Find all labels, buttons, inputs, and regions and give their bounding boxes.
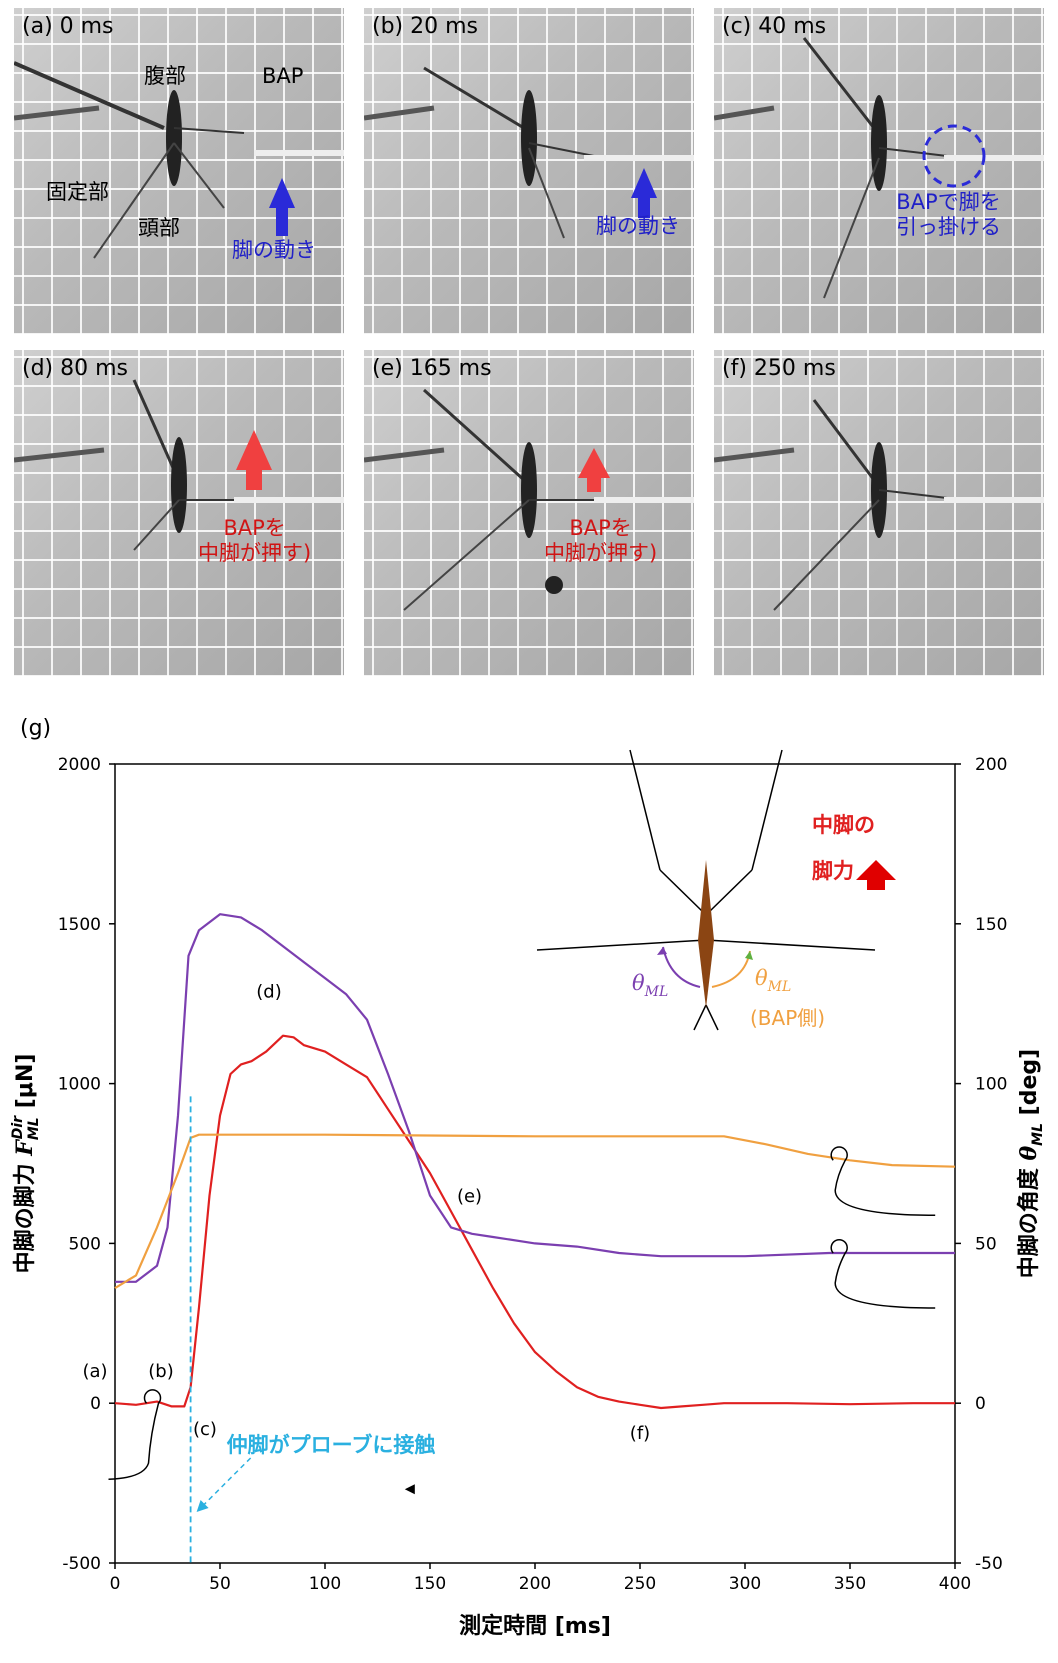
y-left-tick-label: 1500	[58, 915, 101, 935]
panel-label: (a) 0 ms	[22, 14, 114, 39]
right-axis-leader-bap	[830, 1146, 936, 1217]
y-left-tick-label: 2000	[58, 755, 101, 775]
insect-image	[364, 388, 694, 611]
photo-panel-e: (e) 165 ms BAPを 中脚が押す)	[364, 350, 694, 676]
x-tick-label: 0	[110, 1574, 121, 1594]
inset-force-label-line1: 中脚の	[812, 813, 875, 837]
inset-theta-right: θML	[755, 966, 791, 995]
inset-theta-sub: ML	[644, 984, 669, 1000]
x-axis-title: 測定時間 [ms]	[459, 1613, 611, 1639]
x-tick-label: 200	[519, 1574, 551, 1594]
panel-label: (d) 80 ms	[22, 356, 129, 381]
y-right-title-symbol: θ	[1016, 1146, 1042, 1161]
y-right-axis-title: 中脚の角度 θML [deg]	[1016, 1049, 1046, 1278]
inset-body	[698, 860, 714, 1008]
contact-arrowhead	[196, 1500, 209, 1512]
leg-motion-label: 脚の動き	[232, 238, 316, 262]
point-label: (a)	[82, 1361, 107, 1382]
series-line-angle	[115, 913, 955, 1283]
inset-bap-side-label: (BAP側)	[750, 1006, 825, 1030]
push-label-line2: 中脚が押す)	[198, 541, 312, 566]
y-left-title-symbol: F	[12, 1139, 38, 1157]
panel-label: (c) 40 ms	[722, 14, 827, 39]
push-label: BAPを 中脚が押す)	[544, 516, 657, 566]
abdomen-label: 腹部	[144, 64, 186, 88]
y-left-title-unit: [μN]	[13, 1054, 38, 1116]
point-label: (d)	[256, 982, 281, 1003]
insect-image	[364, 66, 694, 239]
inset-theta-symbol: θ	[632, 971, 645, 995]
y-left-title-sub: ML	[26, 1117, 42, 1140]
y-right-tick-label: 100	[975, 1075, 1007, 1095]
y-left-tick-label: 500	[69, 1234, 101, 1254]
fixed-part-label: 固定部	[46, 180, 109, 204]
point-label: (c)	[193, 1419, 217, 1440]
left-axis-leader	[108, 1389, 162, 1480]
force-angle-chart: 0 50 100 150 200 250 300 350 400-500050010001500…	[10, 749, 1046, 1639]
panel-label: (b) 20 ms	[372, 14, 479, 39]
leg-motion-label: 脚の動き	[596, 214, 680, 238]
photo-panel-d: (d) 80 ms BAPを 中脚が押す)	[14, 350, 344, 676]
x-tick-label: 350	[834, 1574, 866, 1594]
x-tick-label: 300	[729, 1574, 761, 1594]
series-layer	[114, 913, 956, 1563]
inset-force-label-line2: 脚力	[812, 859, 854, 883]
push-label-line1: BAPを	[223, 516, 286, 540]
label-layer: 仲脚がプローブに接触 (a) (b) (c) (d) (e) (f)	[82, 982, 936, 1495]
photo-panel-c: (c) 40 ms BAPで脚を 引っ掛ける	[714, 8, 1044, 334]
y-right-title-sub: ML	[1030, 1123, 1046, 1146]
x-tick-label: 100	[309, 1574, 341, 1594]
figure-label: (g)	[20, 716, 52, 741]
insect-image	[14, 61, 344, 259]
y-left-tick-label: 0	[90, 1394, 101, 1414]
series-line-angle_bap	[114, 1133, 956, 1290]
insect-image	[714, 399, 1044, 611]
x-tick-label: 400	[939, 1574, 971, 1594]
y-right-title-unit: [deg]	[1017, 1049, 1042, 1123]
point-label: (e)	[457, 1186, 482, 1207]
push-label-line2: 中脚が押す)	[544, 541, 658, 566]
axes: 0 50 100 150 200 250 300 350 400-500050010001500…	[10, 755, 1046, 1639]
push-label-line1: BAPを	[569, 516, 632, 540]
push-label: BAPを 中脚が押す)	[198, 516, 311, 566]
hook-label: BAPで脚を 引っ掛ける	[896, 190, 1001, 240]
contact-pointer	[198, 1457, 252, 1511]
insect-image	[14, 379, 344, 551]
y-right-tick-label: 150	[975, 915, 1007, 935]
photo-panel-f: (f) 250 ms	[714, 350, 1044, 676]
bap-label: BAP	[262, 64, 304, 88]
y-right-tick-label: 200	[975, 755, 1007, 775]
y-right-tick-label: -50	[975, 1554, 1003, 1574]
y-left-tick-label: -500	[62, 1554, 101, 1574]
insect-image	[714, 37, 1044, 299]
hook-label-line2: 引っ掛ける	[896, 215, 1001, 240]
panel-label: (e) 165 ms	[372, 356, 492, 381]
point-label: (b)	[148, 1361, 173, 1382]
contact-label: 仲脚がプローブに接触	[227, 1433, 436, 1457]
inset-theta-sub: ML	[767, 979, 792, 995]
inset-theta-symbol: θ	[755, 966, 768, 990]
left-axis-arrowhead	[404, 1484, 415, 1495]
series-line-force	[114, 1034, 955, 1410]
panel-label: (f) 250 ms	[722, 356, 836, 381]
inset-theta-left: θML	[632, 971, 668, 1000]
y-right-tick-label: 0	[975, 1394, 986, 1414]
right-axis-leader-angle	[830, 1238, 936, 1309]
hook-label-line1: BAPで脚を	[896, 190, 1001, 214]
x-tick-label: 50	[209, 1574, 231, 1594]
y-right-tick-label: 50	[975, 1234, 997, 1254]
y-left-tick-label: 1000	[58, 1075, 101, 1095]
head-label: 頭部	[138, 216, 180, 240]
point-label: (f)	[630, 1423, 650, 1444]
y-right-title-main: 中脚の角度	[1016, 1161, 1042, 1279]
photo-panel-a: (a) 0 ms 腹部 BAP 固定部 頭部 脚の動き	[14, 8, 344, 334]
y-left-title-main: 中脚の脚力	[13, 1156, 38, 1274]
y-left-title-sup: Dir	[10, 1115, 26, 1139]
x-tick-label: 150	[414, 1574, 446, 1594]
y-left-axis-title: 中脚の脚力 FMLDir [μN]	[10, 1054, 42, 1274]
x-tick-label: 250	[624, 1574, 656, 1594]
photo-panel-b: (b) 20 ms 脚の動き	[364, 8, 694, 334]
